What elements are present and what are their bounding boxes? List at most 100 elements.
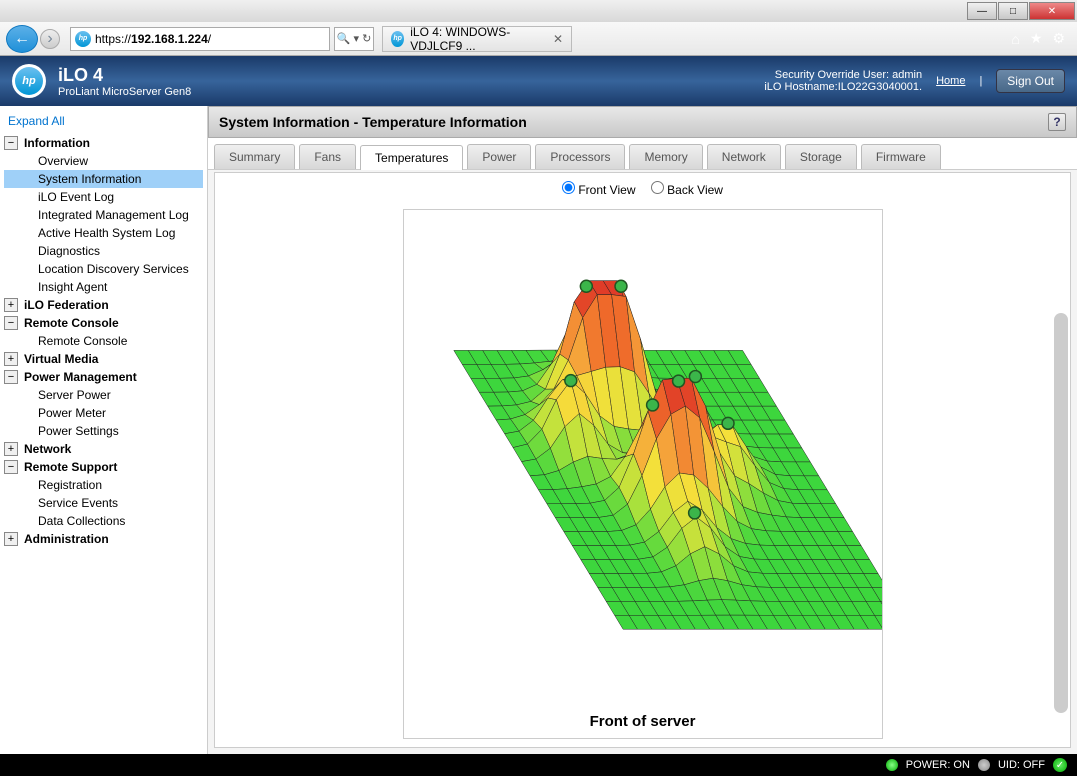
sidebar-item-registration[interactable]: Registration	[4, 476, 203, 494]
status-ok-icon: ✓	[1053, 758, 1067, 772]
sidebar-item-data-collections[interactable]: Data Collections	[4, 512, 203, 530]
sidebar-item-location-discovery-services[interactable]: Location Discovery Services	[4, 260, 203, 278]
front-view-radio[interactable]: Front View	[562, 183, 635, 197]
back-view-radio[interactable]: Back View	[651, 183, 723, 197]
uid-status[interactable]: UID: OFF	[998, 759, 1045, 771]
hostname-label: iLO Hostname:ILO22G3040001.	[764, 81, 922, 93]
browser-back-button[interactable]: ←	[6, 25, 38, 53]
tab-close-icon[interactable]: ✕	[553, 32, 563, 46]
help-button[interactable]: ?	[1048, 113, 1066, 131]
page-title-bar: System Information - Temperature Informa…	[208, 106, 1077, 138]
tab-title: iLO 4: WINDOWS-VDJLCF9 ...	[410, 25, 547, 53]
tab-temperatures[interactable]: Temperatures	[360, 145, 463, 170]
sidebar-section-label: Network	[24, 442, 71, 456]
sidebar-item-insight-agent[interactable]: Insight Agent	[4, 278, 203, 296]
tab-power[interactable]: Power	[467, 144, 531, 169]
ilo-header: hp iLO 4 ProLiant MicroServer Gen8 Secur…	[0, 56, 1077, 106]
tab-firmware[interactable]: Firmware	[861, 144, 941, 169]
sidebar-item-overview[interactable]: Overview	[4, 152, 203, 170]
site-icon: hp	[75, 31, 91, 47]
temperature-3d-chart	[404, 210, 882, 680]
collapse-icon[interactable]: −	[4, 460, 18, 474]
sensor-marker-s6[interactable]	[672, 375, 684, 387]
sidebar-item-system-information[interactable]: System Information	[4, 170, 203, 188]
sidebar-section-administration[interactable]: + Administration	[4, 530, 203, 548]
chart-pane: Front View Back View Front of server	[214, 172, 1071, 748]
sidebar-section-remote-support[interactable]: −Remote Support	[4, 458, 203, 476]
collapse-icon[interactable]: −	[4, 136, 18, 150]
sidebar-section-label: Virtual Media	[24, 352, 98, 366]
sidebar-section-network[interactable]: + Network	[4, 440, 203, 458]
window-titlebar: — □ ✕	[0, 0, 1077, 22]
browser-toolbar: ← › hp https://192.168.1.224/ 🔍▾↻ hp iLO…	[0, 22, 1077, 56]
sidebar-item-remote-console[interactable]: Remote Console	[4, 332, 203, 350]
sidebar-section-label: Administration	[24, 532, 109, 546]
window-maximize-button[interactable]: □	[998, 2, 1028, 20]
sensor-marker-s8[interactable]	[688, 507, 700, 519]
search-icon: 🔍	[337, 32, 351, 45]
sensor-marker-s5[interactable]	[646, 399, 658, 411]
power-status[interactable]: POWER: ON	[906, 759, 970, 771]
sidebar-item-active-health-system-log[interactable]: Active Health System Log	[4, 224, 203, 242]
sensor-marker-s7[interactable]	[689, 371, 701, 383]
product-model: ProLiant MicroServer Gen8	[58, 86, 191, 98]
chart-caption: Front of server	[404, 713, 882, 730]
expand-icon[interactable]: +	[4, 442, 18, 456]
browser-forward-button[interactable]: ›	[40, 29, 60, 49]
sidebar-item-power-meter[interactable]: Power Meter	[4, 404, 203, 422]
sensor-marker-s4[interactable]	[722, 417, 734, 429]
search-refresh-box[interactable]: 🔍▾↻	[334, 27, 374, 51]
sidebar-item-ilo-event-log[interactable]: iLO Event Log	[4, 188, 203, 206]
sidebar-section-label: iLO Federation	[24, 298, 109, 312]
sidebar-item-service-events[interactable]: Service Events	[4, 494, 203, 512]
sidebar-item-server-power[interactable]: Server Power	[4, 386, 203, 404]
tab-strip: SummaryFansTemperaturesPowerProcessorsMe…	[208, 138, 1077, 170]
browser-right-icons: ⌂ ★ ⚙	[1011, 30, 1071, 47]
tab-processors[interactable]: Processors	[535, 144, 625, 169]
sidebar-section-remote-console[interactable]: −Remote Console	[4, 314, 203, 332]
collapse-icon[interactable]: −	[4, 316, 18, 330]
expand-all-link[interactable]: Expand All	[4, 112, 203, 134]
window-close-button[interactable]: ✕	[1029, 2, 1075, 20]
expand-icon[interactable]: +	[4, 532, 18, 546]
collapse-icon[interactable]: −	[4, 370, 18, 384]
uid-led-icon	[978, 759, 990, 771]
sidebar-item-integrated-management-log[interactable]: Integrated Management Log	[4, 206, 203, 224]
tab-network[interactable]: Network	[707, 144, 781, 169]
sidebar-item-diagnostics[interactable]: Diagnostics	[4, 242, 203, 260]
home-icon[interactable]: ⌂	[1011, 31, 1019, 47]
page-title: System Information - Temperature Informa…	[219, 114, 527, 130]
settings-icon[interactable]: ⚙	[1052, 30, 1065, 47]
tab-storage[interactable]: Storage	[785, 144, 857, 169]
sidebar-section-ilo-federation[interactable]: + iLO Federation	[4, 296, 203, 314]
product-title: iLO 4	[58, 65, 191, 86]
sidebar-section-label: Information	[24, 136, 90, 150]
sign-out-button[interactable]: Sign Out	[996, 69, 1065, 93]
window-minimize-button[interactable]: —	[967, 2, 997, 20]
sidebar-section-information[interactable]: −Information	[4, 134, 203, 152]
favorites-icon[interactable]: ★	[1030, 30, 1043, 47]
url-text: https://192.168.1.224/	[95, 32, 211, 46]
sensor-marker-s3[interactable]	[564, 375, 576, 387]
view-toggle: Front View Back View	[215, 173, 1070, 205]
expand-icon[interactable]: +	[4, 298, 18, 312]
tab-summary[interactable]: Summary	[214, 144, 295, 169]
sidebar-section-label: Remote Console	[24, 316, 119, 330]
sensor-marker-s1[interactable]	[580, 280, 592, 292]
sidebar-item-power-settings[interactable]: Power Settings	[4, 422, 203, 440]
hp-logo: hp	[12, 64, 46, 98]
tab-favicon: hp	[391, 31, 404, 47]
scrollbar[interactable]	[1054, 313, 1068, 713]
sidebar-section-virtual-media[interactable]: + Virtual Media	[4, 350, 203, 368]
browser-tab[interactable]: hp iLO 4: WINDOWS-VDJLCF9 ... ✕	[382, 26, 572, 52]
refresh-icon[interactable]: ↻	[362, 32, 371, 45]
content-area: System Information - Temperature Informa…	[208, 106, 1077, 754]
home-link[interactable]: Home	[936, 75, 965, 87]
sensor-marker-s2[interactable]	[615, 280, 627, 292]
tab-fans[interactable]: Fans	[299, 144, 356, 169]
expand-icon[interactable]: +	[4, 352, 18, 366]
sidebar-section-power-management[interactable]: −Power Management	[4, 368, 203, 386]
tab-memory[interactable]: Memory	[629, 144, 702, 169]
address-bar[interactable]: hp https://192.168.1.224/	[70, 27, 330, 51]
status-bar: POWER: ON UID: OFF ✓	[0, 754, 1077, 776]
